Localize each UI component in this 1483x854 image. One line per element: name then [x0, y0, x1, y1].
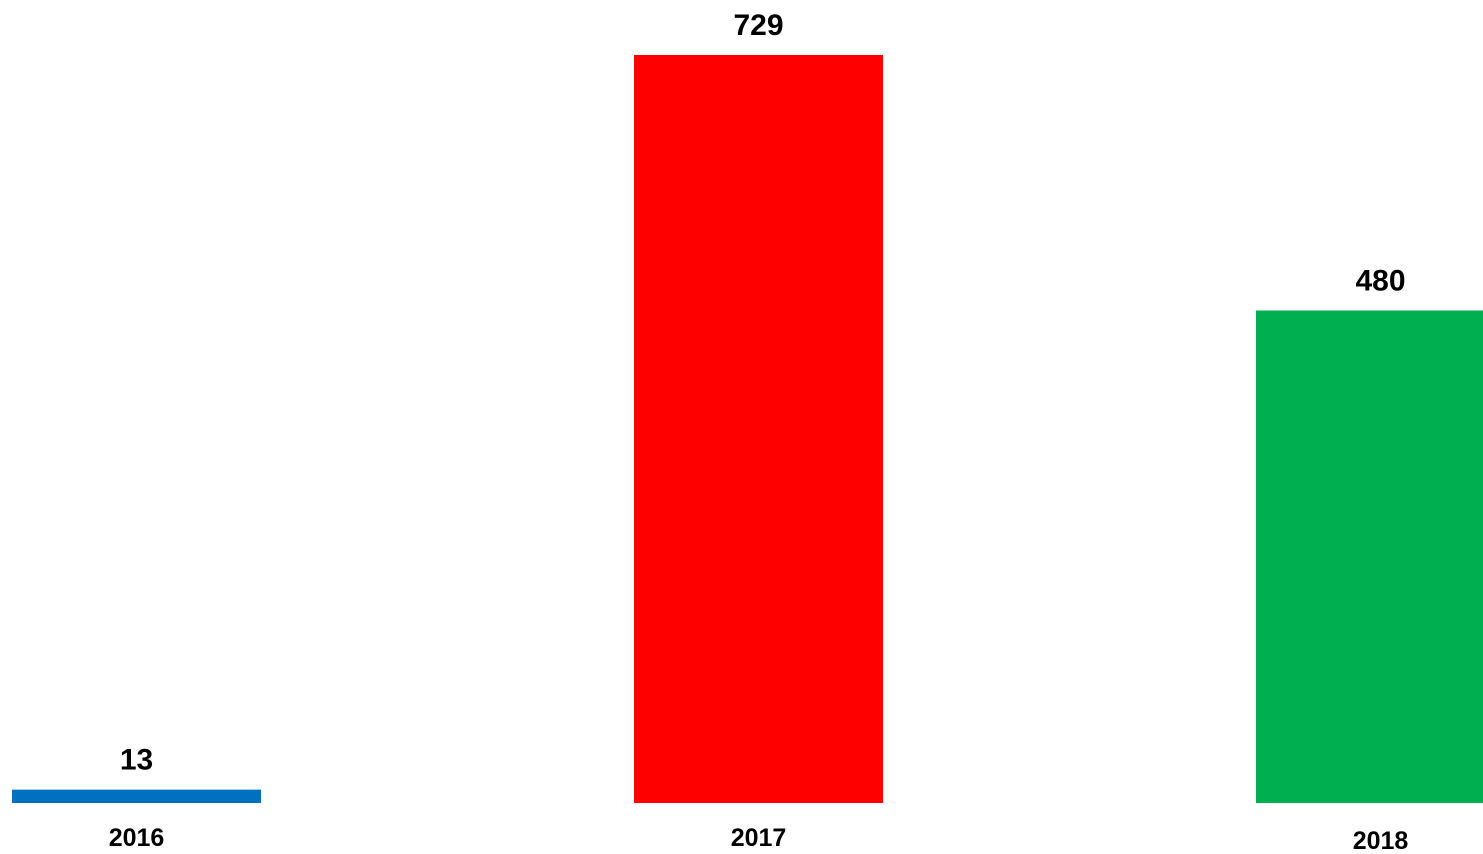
value-label: 13 [120, 744, 153, 777]
bar [12, 789, 261, 803]
x-tick-label: 2017 [731, 824, 787, 852]
x-tick-label: 2016 [109, 824, 165, 852]
value-label: 480 [1355, 264, 1405, 297]
value-label: 729 [733, 9, 783, 42]
x-tick-label: 2018 [1353, 827, 1409, 854]
bar [1256, 310, 1483, 803]
bar [634, 55, 883, 803]
